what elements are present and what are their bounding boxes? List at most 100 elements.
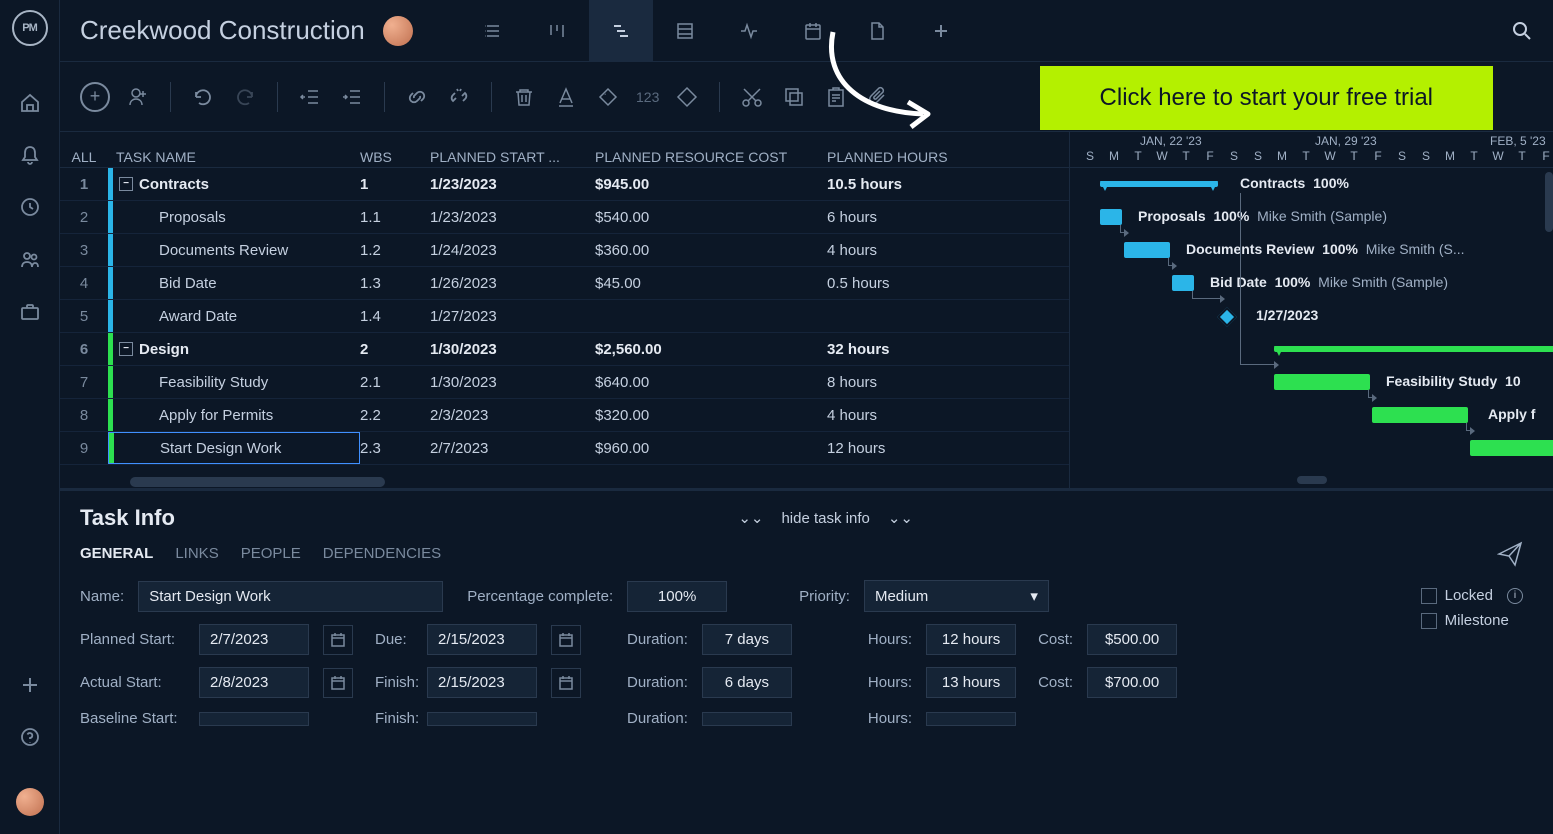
task-name-cell[interactable]: −Contracts xyxy=(108,168,360,200)
gantt-bar[interactable] xyxy=(1172,275,1194,291)
gantt-bar[interactable] xyxy=(1100,209,1122,225)
calendar-icon[interactable] xyxy=(551,668,581,698)
add-task-icon[interactable]: + xyxy=(80,82,110,112)
board-view-icon[interactable] xyxy=(525,0,589,62)
gantt-milestone[interactable] xyxy=(1217,307,1237,327)
planned-start-input[interactable]: 2/7/2023 xyxy=(199,624,309,655)
calendar-view-icon[interactable] xyxy=(781,0,845,62)
project-avatar[interactable] xyxy=(383,16,413,46)
paste-icon[interactable] xyxy=(822,83,850,111)
table-row[interactable]: 5Award Date1.41/27/2023 xyxy=(60,300,1069,333)
gantt-hscroll[interactable] xyxy=(1297,476,1327,484)
search-icon[interactable] xyxy=(1511,20,1533,42)
undo-icon[interactable] xyxy=(189,83,217,111)
copy-icon[interactable] xyxy=(780,83,808,111)
cost-input[interactable]: $500.00 xyxy=(1087,624,1177,655)
unlink-icon[interactable] xyxy=(445,83,473,111)
gantt-bar[interactable] xyxy=(1372,407,1468,423)
bell-icon[interactable] xyxy=(19,144,41,166)
gantt-bar[interactable] xyxy=(1100,181,1218,187)
task-name-cell[interactable]: −Design xyxy=(108,333,360,365)
people-icon[interactable] xyxy=(19,248,41,270)
add-icon[interactable] xyxy=(19,674,41,696)
table-row[interactable]: 1−Contracts11/23/2023$945.0010.5 hours xyxy=(60,168,1069,201)
add-view-icon[interactable] xyxy=(909,0,973,62)
user-avatar[interactable] xyxy=(16,788,44,816)
briefcase-icon[interactable] xyxy=(19,300,41,322)
task-name-cell[interactable]: Award Date xyxy=(108,300,360,332)
collapse-icon[interactable]: − xyxy=(119,342,133,356)
table-row[interactable]: 9Start Design Work2.32/7/2023$960.0012 h… xyxy=(60,432,1069,465)
hours2-input[interactable]: 13 hours xyxy=(926,667,1016,698)
tab-links[interactable]: LINKS xyxy=(175,545,218,562)
baseline-hours-input[interactable] xyxy=(926,712,1016,726)
task-name-cell[interactable]: Start Design Work xyxy=(108,432,360,464)
gantt-bar[interactable] xyxy=(1470,440,1553,456)
task-name-cell[interactable]: Proposals xyxy=(108,201,360,233)
tag-icon[interactable] xyxy=(594,83,622,111)
activity-view-icon[interactable] xyxy=(717,0,781,62)
pct-input[interactable]: 100% xyxy=(627,581,727,612)
clock-icon[interactable] xyxy=(19,196,41,218)
baseline-finish-input[interactable] xyxy=(427,712,537,726)
table-row[interactable]: 6−Design21/30/2023$2,560.0032 hours xyxy=(60,333,1069,366)
baseline-start-input[interactable] xyxy=(199,712,309,726)
tab-general[interactable]: GENERAL xyxy=(80,545,153,562)
task-name-cell[interactable]: Bid Date xyxy=(108,267,360,299)
locked-checkbox[interactable]: Lockedi xyxy=(1421,587,1523,604)
list-view-icon[interactable] xyxy=(461,0,525,62)
due-input[interactable]: 2/15/2023 xyxy=(427,624,537,655)
cut-icon[interactable] xyxy=(738,83,766,111)
gantt-bar[interactable] xyxy=(1274,374,1370,390)
cost2-input[interactable]: $700.00 xyxy=(1087,667,1177,698)
info-icon[interactable]: i xyxy=(1507,588,1523,604)
col-name[interactable]: TASK NAME xyxy=(108,149,360,165)
task-name-cell[interactable]: Feasibility Study xyxy=(108,366,360,398)
col-hours[interactable]: PLANNED HOURS xyxy=(827,149,987,165)
grid-hscrollbar[interactable] xyxy=(60,476,1069,488)
task-name-cell[interactable]: Apply for Permits xyxy=(108,399,360,431)
tab-people[interactable]: PEOPLE xyxy=(241,545,301,562)
task-name-cell[interactable]: Documents Review xyxy=(108,234,360,266)
name-input[interactable]: Start Design Work xyxy=(138,581,443,612)
diamond-icon[interactable] xyxy=(673,83,701,111)
file-view-icon[interactable] xyxy=(845,0,909,62)
outdent-icon[interactable] xyxy=(296,83,324,111)
calendar-icon[interactable] xyxy=(323,625,353,655)
table-row[interactable]: 2Proposals1.11/23/2023$540.006 hours xyxy=(60,201,1069,234)
duration2-input[interactable]: 6 days xyxy=(702,667,792,698)
add-person-icon[interactable] xyxy=(124,83,152,111)
collapse-icon[interactable]: − xyxy=(119,177,133,191)
gantt-view-icon[interactable] xyxy=(589,0,653,62)
col-wbs[interactable]: WBS xyxy=(360,149,430,165)
table-row[interactable]: 7Feasibility Study2.11/30/2023$640.008 h… xyxy=(60,366,1069,399)
duration-input[interactable]: 7 days xyxy=(702,624,792,655)
table-row[interactable]: 8Apply for Permits2.22/3/2023$320.004 ho… xyxy=(60,399,1069,432)
help-icon[interactable] xyxy=(19,726,41,748)
gantt-bar[interactable] xyxy=(1274,346,1553,352)
cta-banner[interactable]: Click here to start your free trial xyxy=(1040,66,1493,130)
table-row[interactable]: 4Bid Date1.31/26/2023$45.000.5 hours xyxy=(60,267,1069,300)
app-logo[interactable]: PM xyxy=(12,10,48,46)
sheet-view-icon[interactable] xyxy=(653,0,717,62)
gantt-vscroll[interactable] xyxy=(1545,172,1553,232)
finish-input[interactable]: 2/15/2023 xyxy=(427,667,537,698)
redo-icon[interactable] xyxy=(231,83,259,111)
hours-input[interactable]: 12 hours xyxy=(926,624,1016,655)
milestone-checkbox[interactable]: Milestone xyxy=(1421,612,1523,629)
table-row[interactable]: 3Documents Review1.21/24/2023$360.004 ho… xyxy=(60,234,1069,267)
attach-icon[interactable] xyxy=(864,83,892,111)
send-icon[interactable] xyxy=(1497,541,1523,567)
tab-dependencies[interactable]: DEPENDENCIES xyxy=(323,545,441,562)
actual-start-input[interactable]: 2/8/2023 xyxy=(199,667,309,698)
calendar-icon[interactable] xyxy=(323,668,353,698)
priority-select[interactable]: Medium▾ xyxy=(864,580,1049,612)
col-cost[interactable]: PLANNED RESOURCE COST xyxy=(595,149,827,165)
indent-icon[interactable] xyxy=(338,83,366,111)
link-icon[interactable] xyxy=(403,83,431,111)
baseline-duration-input[interactable] xyxy=(702,712,792,726)
delete-icon[interactable] xyxy=(510,83,538,111)
home-icon[interactable] xyxy=(19,92,41,114)
col-start[interactable]: PLANNED START ... xyxy=(430,149,595,165)
calendar-icon[interactable] xyxy=(551,625,581,655)
